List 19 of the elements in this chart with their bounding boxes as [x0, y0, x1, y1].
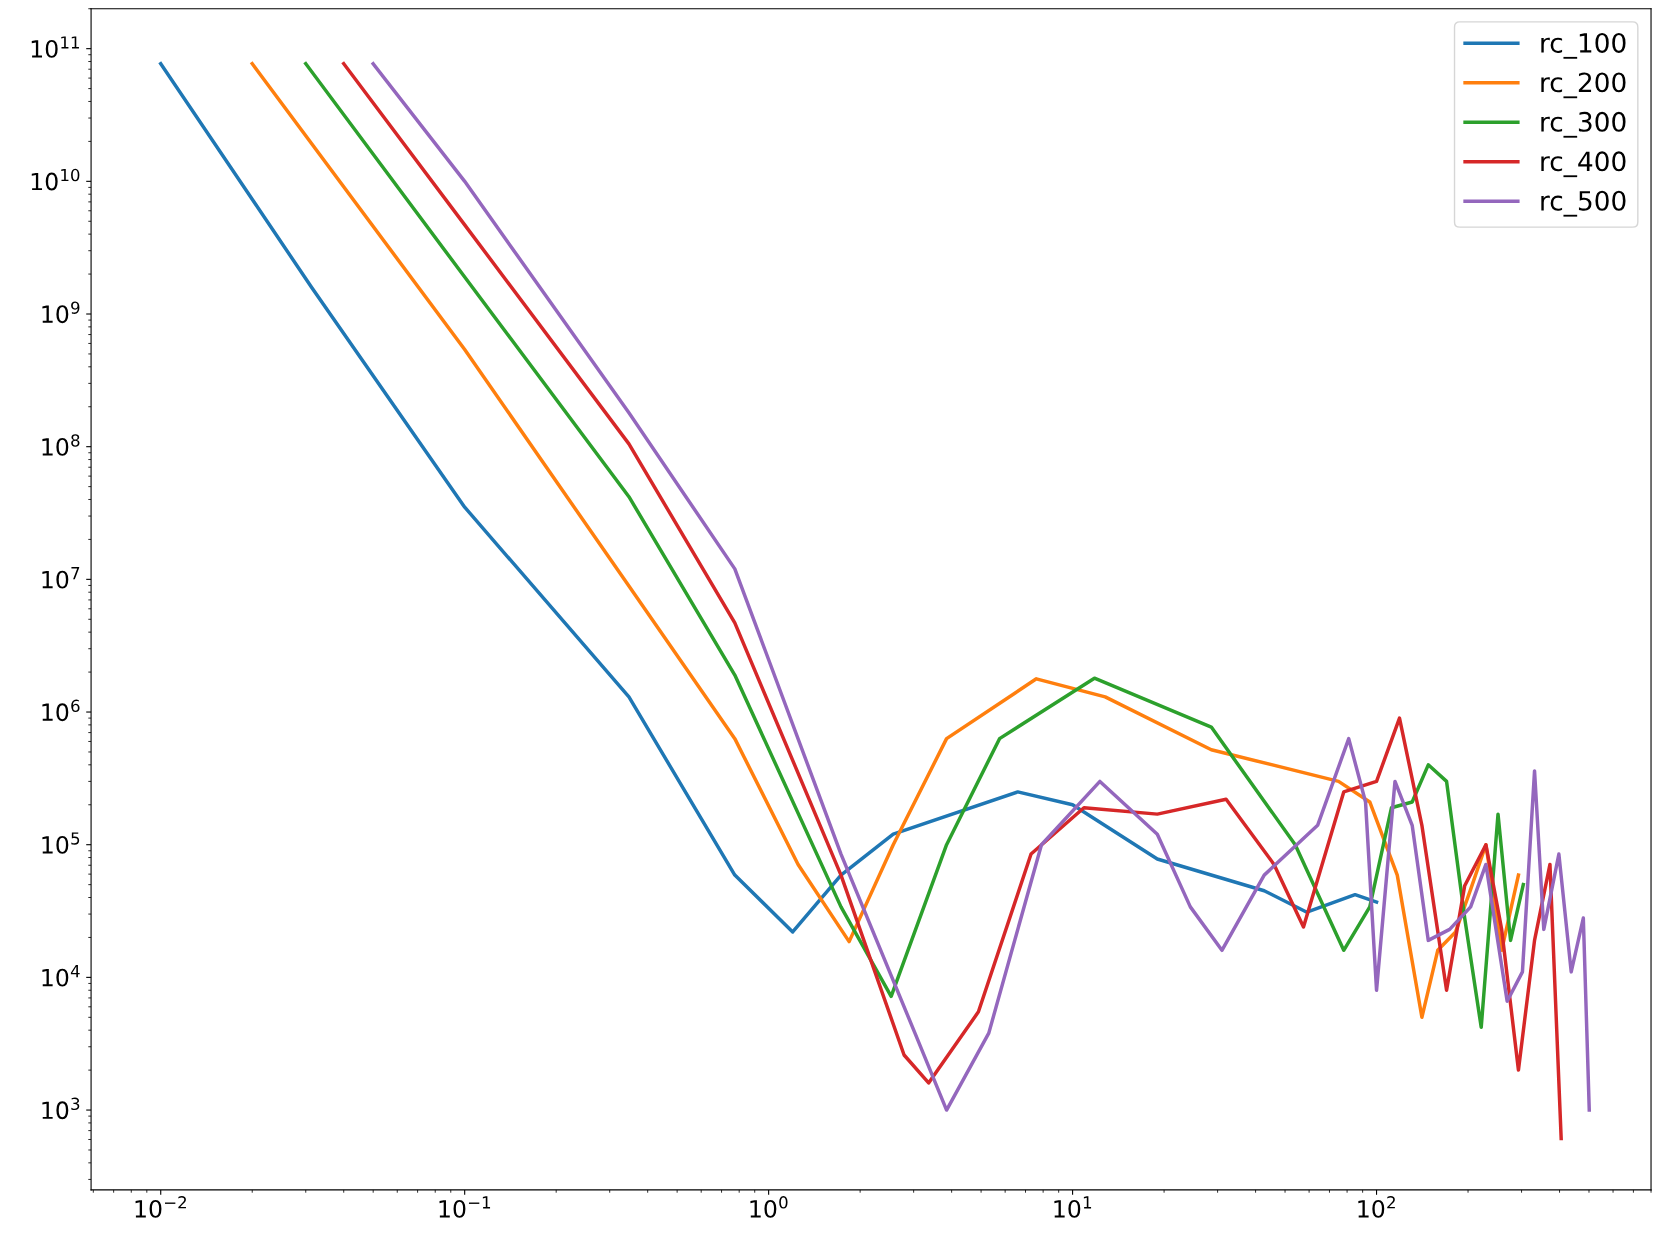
y-tick-label: 10$^{5}$ — [42, 832, 80, 854]
x-tick-label: 10$^{1}$ — [1054, 1196, 1092, 1218]
x-tick-label: 10$^{2}$ — [1358, 1196, 1395, 1218]
x-tick-label: 10$^{−1}$ — [439, 1196, 491, 1218]
legend-label: rc_300 — [1541, 111, 1626, 138]
y-tick-label: 10$^{11}$ — [31, 36, 79, 58]
y-tick-label: 10$^{8}$ — [42, 434, 80, 456]
legend-label: rc_500 — [1541, 190, 1626, 217]
legend-label: rc_400 — [1541, 151, 1626, 178]
x-tick-label: 10$^{−2}$ — [135, 1196, 186, 1218]
x-tick-label: 10$^{0}$ — [750, 1196, 788, 1218]
y-tick-label: 10$^{3}$ — [42, 1097, 80, 1120]
y-tick-label: 10$^{7}$ — [42, 567, 80, 589]
legend-label: rc_200 — [1541, 72, 1626, 99]
y-tick-label: 10$^{4}$ — [42, 965, 80, 987]
y-tick-label: 10$^{9}$ — [42, 301, 80, 324]
y-tick-label: 10$^{6}$ — [42, 699, 80, 722]
legend-label: rc_100 — [1541, 32, 1626, 59]
y-tick-label: 10$^{10}$ — [31, 168, 80, 191]
